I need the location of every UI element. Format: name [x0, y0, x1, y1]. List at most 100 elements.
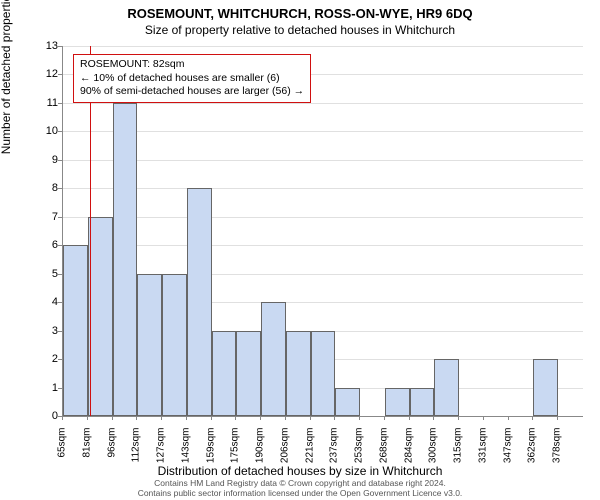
x-tick: [409, 416, 410, 420]
x-tick-label: 237sqm: [329, 428, 340, 478]
y-tick-label: 0: [28, 410, 58, 422]
footer-line2: Contains public sector information licen…: [0, 488, 600, 498]
x-tick-label: 331sqm: [477, 428, 488, 478]
x-tick-label: 268sqm: [378, 428, 389, 478]
x-tick-label: 347sqm: [502, 428, 513, 478]
x-tick: [260, 416, 261, 420]
histogram-bar: [311, 331, 336, 416]
histogram-bar: [113, 103, 138, 416]
x-tick: [87, 416, 88, 420]
annotation-box: ROSEMOUNT: 82sqm ← 10% of detached house…: [73, 54, 311, 103]
x-tick-label: 378sqm: [552, 428, 563, 478]
x-tick: [211, 416, 212, 420]
histogram-bar: [162, 274, 187, 416]
y-tick: [58, 188, 62, 189]
x-tick: [508, 416, 509, 420]
y-tick-label: 13: [28, 40, 58, 52]
annotation-line2: ← 10% of detached houses are smaller (6): [80, 72, 304, 86]
y-tick-label: 5: [28, 268, 58, 280]
gridline: [63, 245, 583, 246]
y-tick-label: 8: [28, 182, 58, 194]
x-tick: [161, 416, 162, 420]
chart-title: ROSEMOUNT, WHITCHURCH, ROSS-ON-WYE, HR9 …: [0, 0, 600, 21]
gridline: [63, 217, 583, 218]
y-tick-label: 11: [28, 97, 58, 109]
x-tick: [334, 416, 335, 420]
y-tick: [58, 388, 62, 389]
histogram-bar: [286, 331, 311, 416]
y-tick-label: 10: [28, 125, 58, 137]
x-tick: [458, 416, 459, 420]
x-tick-label: 143sqm: [180, 428, 191, 478]
gridline: [63, 188, 583, 189]
footer-line1: Contains HM Land Registry data © Crown c…: [0, 478, 600, 488]
x-tick: [557, 416, 558, 420]
histogram-bar: [212, 331, 237, 416]
chart-subtitle: Size of property relative to detached ho…: [0, 21, 600, 37]
y-tick-label: 2: [28, 353, 58, 365]
x-tick-label: 65sqm: [57, 428, 68, 478]
x-tick-label: 175sqm: [230, 428, 241, 478]
chart-container: ROSEMOUNT, WHITCHURCH, ROSS-ON-WYE, HR9 …: [0, 0, 600, 500]
x-tick-label: 190sqm: [255, 428, 266, 478]
x-tick: [136, 416, 137, 420]
x-tick-label: 253sqm: [354, 428, 365, 478]
x-tick: [359, 416, 360, 420]
gridline: [63, 46, 583, 47]
x-tick-label: 315sqm: [453, 428, 464, 478]
histogram-bar: [335, 388, 360, 416]
x-tick: [483, 416, 484, 420]
histogram-bar: [137, 274, 162, 416]
histogram-bar: [187, 188, 212, 416]
y-tick: [58, 331, 62, 332]
x-tick-label: 300sqm: [428, 428, 439, 478]
x-tick: [235, 416, 236, 420]
y-tick-label: 12: [28, 68, 58, 80]
annotation-line1: ROSEMOUNT: 82sqm: [80, 58, 304, 72]
x-tick-label: 284sqm: [403, 428, 414, 478]
x-tick: [186, 416, 187, 420]
histogram-bar: [88, 217, 113, 416]
histogram-bar: [410, 388, 435, 416]
x-tick-label: 112sqm: [131, 428, 142, 478]
gridline: [63, 103, 583, 104]
y-tick-label: 7: [28, 211, 58, 223]
x-tick-label: 159sqm: [205, 428, 216, 478]
x-tick: [532, 416, 533, 420]
y-tick: [58, 103, 62, 104]
y-tick-label: 4: [28, 296, 58, 308]
y-tick: [58, 131, 62, 132]
x-tick-label: 96sqm: [106, 428, 117, 478]
x-tick-label: 206sqm: [279, 428, 290, 478]
y-tick-label: 3: [28, 325, 58, 337]
y-tick: [58, 74, 62, 75]
x-tick-label: 221sqm: [304, 428, 315, 478]
annotation-line3: 90% of semi-detached houses are larger (…: [80, 85, 304, 99]
y-tick-label: 6: [28, 239, 58, 251]
chart-footer: Contains HM Land Registry data © Crown c…: [0, 478, 600, 498]
y-tick: [58, 359, 62, 360]
histogram-bar: [533, 359, 558, 416]
x-tick: [384, 416, 385, 420]
y-tick: [58, 274, 62, 275]
y-tick: [58, 46, 62, 47]
y-tick-label: 1: [28, 382, 58, 394]
plot-area: ROSEMOUNT: 82sqm ← 10% of detached house…: [62, 46, 583, 417]
histogram-bar: [63, 245, 88, 416]
y-tick: [58, 245, 62, 246]
y-tick-label: 9: [28, 154, 58, 166]
x-tick-label: 81sqm: [81, 428, 92, 478]
x-tick: [62, 416, 63, 420]
histogram-bar: [261, 302, 286, 416]
x-tick-label: 127sqm: [156, 428, 167, 478]
histogram-bar: [385, 388, 410, 416]
x-tick: [112, 416, 113, 420]
x-tick-label: 362sqm: [527, 428, 538, 478]
y-tick: [58, 160, 62, 161]
y-axis-label: Number of detached properties: [0, 0, 13, 154]
histogram-bar: [434, 359, 459, 416]
histogram-bar: [236, 331, 261, 416]
x-tick: [285, 416, 286, 420]
y-tick: [58, 302, 62, 303]
gridline: [63, 131, 583, 132]
